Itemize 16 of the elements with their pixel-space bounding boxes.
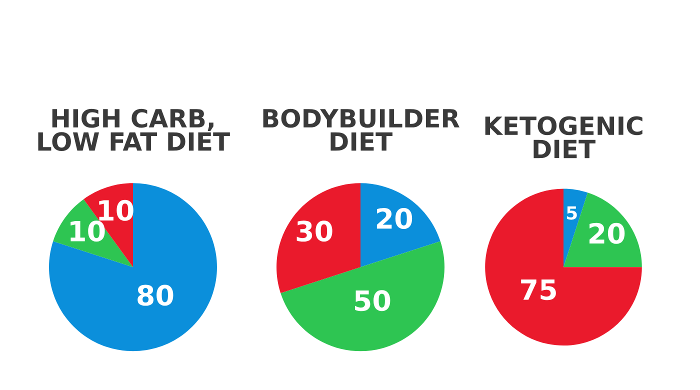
pie-slice bbox=[49, 183, 217, 352]
data-label: 80 bbox=[138, 284, 174, 306]
data-label: 10 bbox=[70, 220, 105, 242]
data-label: 75 bbox=[521, 280, 556, 300]
data-label: 50 bbox=[355, 290, 390, 312]
data-label: 5 bbox=[566, 206, 577, 220]
data-label: 30 bbox=[296, 220, 332, 242]
data-label: 20 bbox=[590, 222, 625, 244]
pie-slice bbox=[360, 183, 440, 268]
chart-title: KETOGENIC DIET bbox=[485, 116, 642, 158]
pie-slice bbox=[485, 188, 642, 346]
chart-title: HIGH CARB, LOW FAT DIET bbox=[38, 108, 230, 152]
pie-slice bbox=[280, 241, 444, 352]
pie-slice bbox=[564, 188, 588, 268]
chart-title: BODYBUILDER DIET bbox=[263, 108, 460, 151]
data-label: 20 bbox=[376, 208, 412, 229]
